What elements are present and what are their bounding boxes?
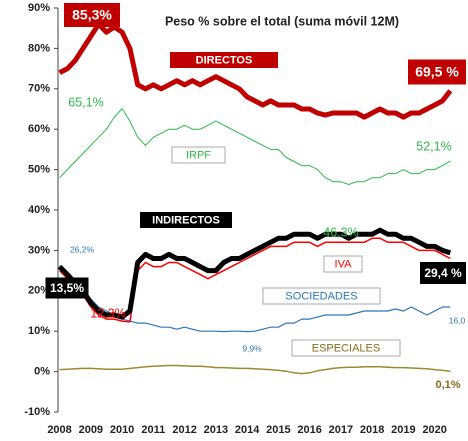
series-label: IRPF <box>186 149 211 161</box>
y-tick-label: 50% <box>28 164 50 176</box>
annotation-box <box>45 277 89 299</box>
annotation: 16,0 <box>449 315 466 325</box>
annotation: 65,1% <box>68 95 103 109</box>
annotation-box <box>408 59 466 85</box>
y-tick-label: 30% <box>28 244 50 256</box>
chart-title: Peso % sobre el total (suma móvil 12M) <box>165 14 399 28</box>
annotation: 69,5 % <box>415 64 459 80</box>
annotation-box <box>420 262 466 284</box>
series-label-box <box>323 255 363 273</box>
x-tick-label: 2010 <box>110 424 134 436</box>
y-tick-label: 10% <box>28 325 50 337</box>
y-tick-label: 80% <box>28 42 50 54</box>
annotation: 13,5% <box>50 281 84 295</box>
series-line <box>59 237 451 323</box>
annotation: 0,1% <box>435 379 460 391</box>
series-label-box <box>262 287 381 305</box>
series-label-box <box>170 52 278 68</box>
series-line <box>59 364 451 375</box>
x-tick-label: 2013 <box>204 424 228 436</box>
series-line <box>58 21 453 120</box>
x-tick-label: 2020 <box>422 424 446 436</box>
annotation: 26,2% <box>70 244 95 254</box>
series-label: ESPECIALES <box>312 342 380 354</box>
annotation: 46,3% <box>323 225 358 239</box>
y-tick-label: 0% <box>34 366 50 378</box>
annotation: 85,3% <box>72 7 112 23</box>
annotation: 12,3% <box>90 306 125 320</box>
series-label: DIRECTOS <box>196 54 253 66</box>
y-tick-label: 70% <box>28 83 50 95</box>
y-tick-label: 20% <box>28 285 50 297</box>
annotation: 52,1% <box>416 139 451 153</box>
x-tick-label: 2019 <box>391 424 415 436</box>
x-tick-label: 2015 <box>266 424 290 436</box>
x-tick-label: 2014 <box>235 424 260 436</box>
x-tick-label: 2011 <box>141 424 165 436</box>
y-tick-label: 90% <box>28 2 50 14</box>
x-tick-label: 2018 <box>360 424 384 436</box>
annotation-box <box>64 3 120 27</box>
series-label: INDIRECTOS <box>152 214 220 226</box>
y-tick-label: -10% <box>24 406 50 418</box>
x-tick-label: 2012 <box>172 424 196 436</box>
y-tick-label: 60% <box>28 123 50 135</box>
x-tick-label: 2016 <box>297 424 321 436</box>
series-line <box>57 227 452 320</box>
series-label-box <box>291 339 401 357</box>
y-tick-label: 40% <box>28 204 50 216</box>
series-label: SOCIEDADES <box>285 290 357 302</box>
series-label: IVA <box>335 258 353 270</box>
x-tick-label: 2017 <box>329 424 353 436</box>
annotation: 9,9% <box>242 343 262 353</box>
x-tick-label: 2009 <box>79 424 103 436</box>
series-label-box <box>140 212 232 228</box>
series-line <box>59 108 451 185</box>
annotation: 29,4 % <box>424 266 462 280</box>
x-tick-label: 2008 <box>47 424 71 436</box>
series-line <box>59 265 451 333</box>
series-label-box <box>171 146 226 164</box>
